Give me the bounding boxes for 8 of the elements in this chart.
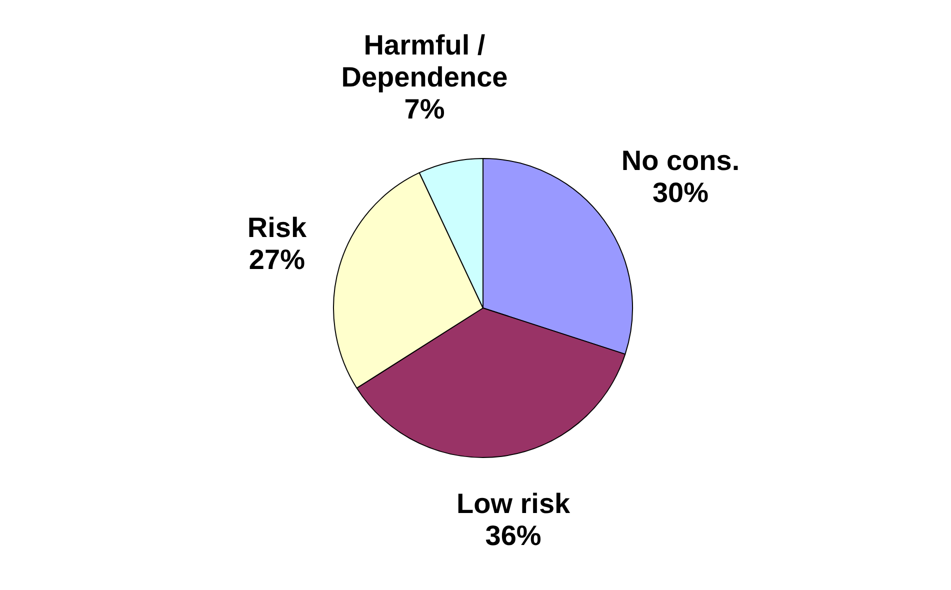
data-label: 7% — [404, 93, 445, 124]
data-label: 30% — [652, 177, 709, 208]
data-label: 27% — [248, 244, 306, 276]
slice-label: Harmful / Dependence — [341, 29, 508, 92]
slice-label: Risk — [247, 212, 307, 244]
data-label: 36% — [485, 520, 542, 552]
slice-label: Low risk — [456, 488, 571, 520]
slice-label: No cons. — [621, 145, 740, 176]
